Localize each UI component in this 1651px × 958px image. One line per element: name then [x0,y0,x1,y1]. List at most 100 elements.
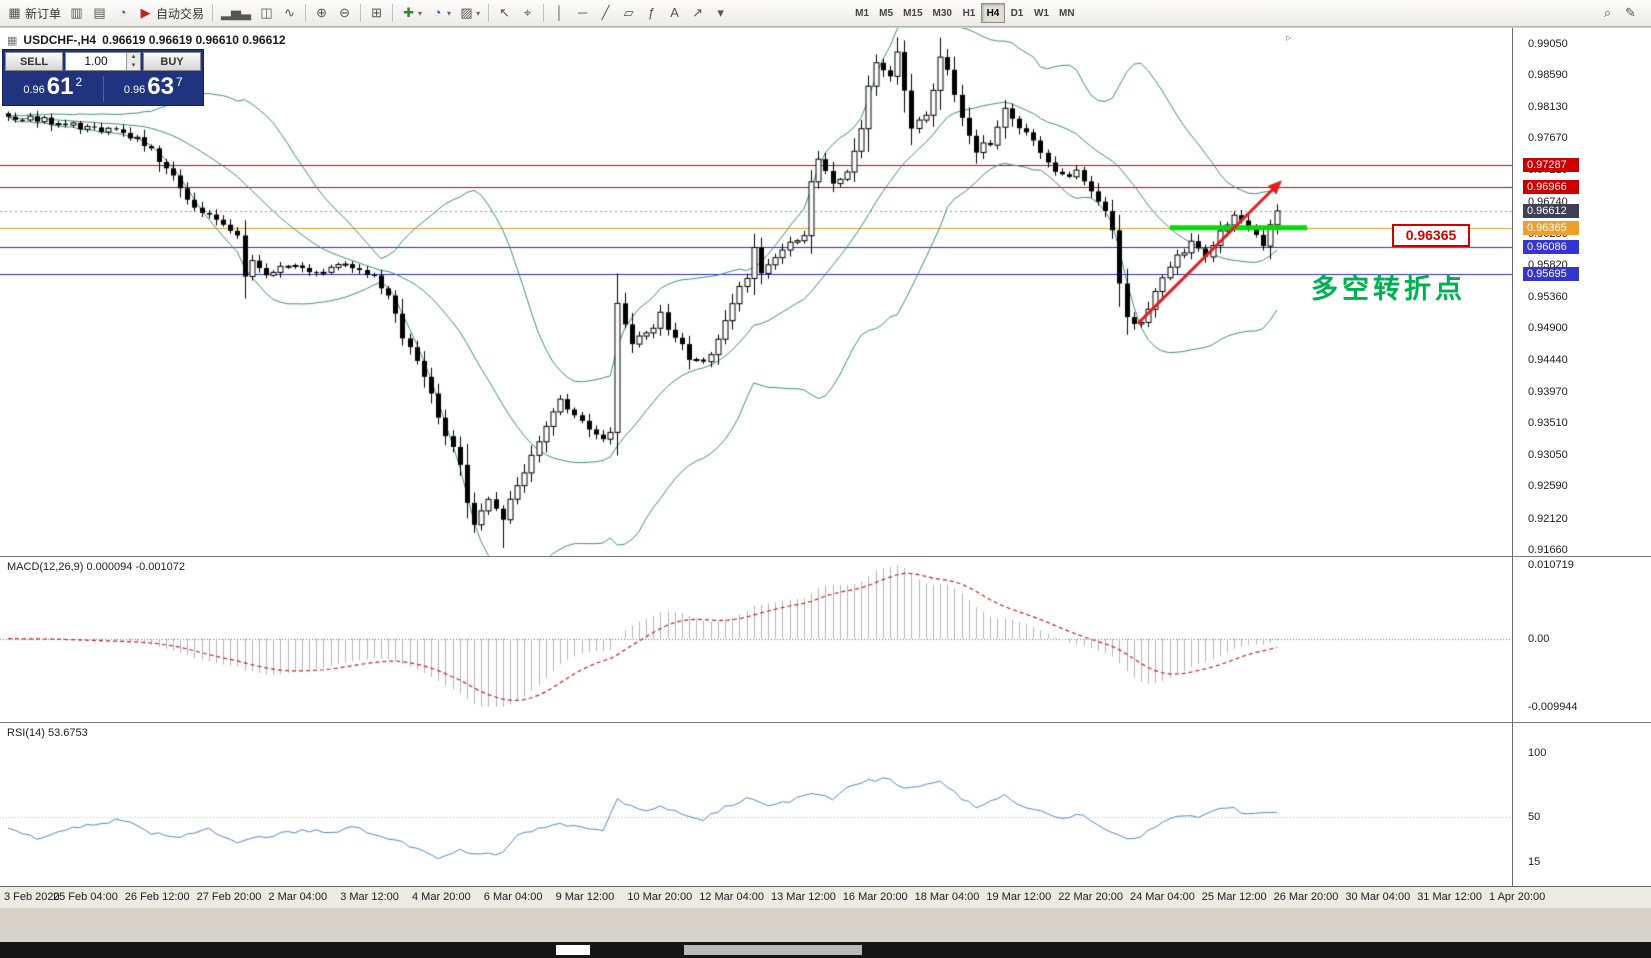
volume-up-icon[interactable]: ▴ [127,53,140,62]
toolbar-separator [360,4,362,22]
volume-input[interactable]: 1.00 ▴ ▾ [65,52,141,71]
market-watch-button[interactable]: ▤ [88,2,111,24]
time-axis-label: 27 Feb 20:00 [196,891,262,903]
channel-button[interactable]: ▱ [617,2,640,24]
price-annotation-box[interactable]: 0.96365 [1392,224,1470,247]
quick-edit-button[interactable]: ✎ [1619,2,1642,24]
buy-price-pip: 7 [175,75,183,89]
arrows-button[interactable]: ↗ [686,2,709,24]
time-axis-label: 26 Feb 12:00 [124,891,190,903]
zoom-in-button[interactable]: ⊕ [310,2,333,24]
search-icon: ⌕ [1603,5,1612,20]
crosshair-button[interactable]: ⌖ [516,2,539,24]
chart-title-ohlc: 0.96619 0.96619 0.96610 0.96612 [102,33,286,47]
periods-button-dropdown-icon: ▾ [447,8,452,18]
time-axis-label: 13 Mar 12:00 [771,891,836,903]
sell-price[interactable]: 0.96 61 2 [3,75,103,102]
line-mode-button[interactable]: ∿ [278,2,301,24]
timeframe-m30-button[interactable]: M30 [928,3,957,23]
taskbar-strip [0,942,1651,958]
navigator-button[interactable]: ◔ [111,2,134,24]
macd-indicator-canvas[interactable] [0,557,1512,722]
timeframe-group: M1 M5 M15 M30 H1 H4 D1 W1 MN [850,3,1079,23]
candles-mode-button[interactable]: ◫ [255,2,278,24]
search-button[interactable]: ⌕ [1596,2,1619,24]
cursor-button[interactable]: ↖ [493,2,516,24]
timeframe-w1-button[interactable]: W1 [1029,3,1054,23]
sell-price-pip: 2 [75,75,83,89]
volume-value[interactable]: 1.00 [84,54,108,68]
new-order-icon: ▦ [8,5,21,20]
price-line-tag: 0.95695 [1523,266,1579,281]
buy-price-main: 63 [147,73,174,100]
time-axis-label: 25 Feb 04:00 [53,891,118,903]
line-mode-icon: ∿ [284,5,295,20]
timeframe-m1-button[interactable]: M1 [850,3,874,23]
time-axis[interactable]: 3 Feb 2020 25 Feb 04:00 26 Feb 12:00 27 Feb… [0,886,1651,908]
tile-windows-button[interactable]: ⊞ [365,2,388,24]
panel-divider[interactable] [0,722,1651,723]
time-axis-label: 3 Feb 2020 [4,891,60,903]
price-line-tag: 0.97287 [1523,157,1579,172]
price-axis[interactable]: 0.990500.985900.981300.976700.972100.967… [1512,28,1651,886]
navigator-icon: ◔ [118,5,127,20]
timeframe-d1-button[interactable]: D1 [1005,3,1029,23]
timeframe-h4-button[interactable]: H4 [980,3,1005,23]
indicators-button[interactable]: ✚ ▾ [397,2,426,24]
fibonacci-icon: ƒ [647,5,656,20]
time-axis-label: 10 Mar 20:00 [627,891,693,903]
timeframe-h1-button[interactable]: H1 [957,3,981,23]
fibonacci-button[interactable]: ƒ [640,2,663,24]
time-axis-label: 3 Mar 12:00 [340,891,399,903]
buy-price[interactable]: 0.96 63 7 [104,75,204,102]
toolbar-buttons: ▦ 新订单 ▥ ▤ ◔ ▶ 自动交易 ▂▅▃ ◫ ∿ ⊕ ⊖ ⊞ ✚ ▾ ◔ ▾ ▨ ▾ ↖ ⌖ │ ─ ╱ ▱ ƒ A ↗ ▾ [3,2,732,24]
time-axis-label: 16 Mar 20:00 [842,891,908,903]
price-scale-label: 0.95360 [1528,290,1568,303]
auto-trading-button-label: 自动交易 [156,6,205,21]
timeframe-mn-button[interactable]: MN [1054,3,1080,23]
price-chart-canvas[interactable] [0,28,1512,556]
price-scale-label: 0.93970 [1528,385,1568,398]
chart-shift-icon[interactable]: ▹ [1286,32,1292,44]
chart-title: ▦ USDCHF-,H4 0.96619 0.96619 0.96610 0.9… [7,33,286,47]
zoom-out-button[interactable]: ⊖ [333,2,356,24]
trendline-button[interactable]: ╱ [594,2,617,24]
sell-price-main: 61 [46,73,74,100]
templates-button[interactable]: ▨ ▾ [455,2,484,24]
price-scale-label: 0.98130 [1528,100,1568,113]
horizontal-line-button[interactable]: ─ [571,2,594,24]
timeframe-m15-button[interactable]: M15 [898,3,927,23]
bars-mode-button[interactable]: ▂▅▃ [217,2,255,24]
shapes-button[interactable]: ▾ [709,2,732,24]
panel-divider[interactable] [0,556,1651,557]
sell-button[interactable]: SELL [5,52,63,71]
vertical-line-icon: │ [555,5,564,20]
time-axis-label: 26 Mar 20:00 [1273,891,1339,903]
vertical-line-button[interactable]: │ [548,2,571,24]
price-scale-label: 0.99050 [1528,38,1568,50]
new-order-button[interactable]: ▦ 新订单 [3,2,65,24]
channel-icon: ▱ [623,5,634,20]
timeframe-m5-button[interactable]: M5 [874,3,898,23]
chart-window-icon: ▥ [70,5,83,20]
turning-point-note[interactable]: 多空转折点 [1311,274,1466,304]
volume-down-icon[interactable]: ▾ [127,61,140,70]
zoom-in-icon: ⊕ [316,5,327,20]
buy-button[interactable]: BUY [143,52,201,71]
rsi-indicator-canvas[interactable] [0,723,1512,886]
auto-trading-button[interactable]: ▶ 自动交易 [134,2,208,24]
trendline-icon: ╱ [601,5,610,20]
price-scale-label: 0.93050 [1528,448,1568,461]
time-axis-label: 30 Mar 04:00 [1345,891,1411,903]
price-scale-label: 0.92120 [1528,512,1568,525]
quick-edit-icon: ✎ [1625,5,1636,20]
text-button[interactable]: A [663,2,686,24]
time-axis-label: 24 Mar 04:00 [1130,891,1195,903]
toolbar-separator [543,4,545,22]
periods-button[interactable]: ◔ ▾ [426,2,455,24]
chart-window-button[interactable]: ▥ [65,2,88,24]
rsi-scale-label: 15 [1528,855,1541,868]
volume-stepper[interactable]: ▴ ▾ [126,53,140,70]
macd-scale-label: -0.009944 [1528,701,1578,713]
